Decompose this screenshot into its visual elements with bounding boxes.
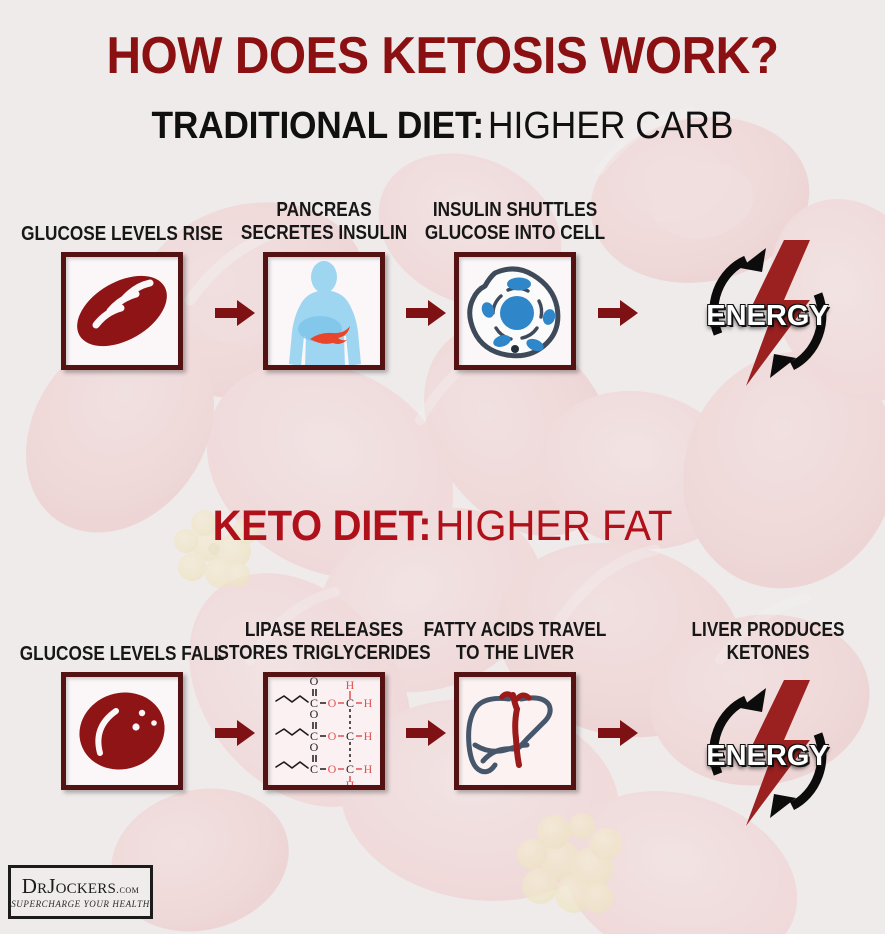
- icon-box-bread[interactable]: [61, 252, 183, 370]
- fat-droplet-icon: [79, 692, 165, 770]
- section-heading-keto: KETO DIET: HIGHER FAT: [31, 502, 854, 551]
- step-label-insulin-1: INSULIN SHUTTLES: [432, 199, 598, 221]
- flow-row-traditional: GLUCOSE LEVELS RISE PANCREAS SECRETES IN…: [0, 190, 885, 420]
- flow-arrow-1: [215, 300, 255, 326]
- brand-logo-name: DrJockers.com: [11, 874, 150, 899]
- svg-text:C: C: [310, 762, 318, 776]
- section-heading-traditional-light: HIGHER CARB: [487, 105, 734, 147]
- icon-box-cell[interactable]: [454, 252, 576, 370]
- flow-arrow-3: [598, 300, 638, 326]
- flow-arrow-4: [215, 720, 255, 746]
- brand-logo-tagline: SUPERCHARGE YOUR HEALTH: [11, 899, 150, 909]
- svg-text:H: H: [346, 778, 355, 785]
- svg-text:O: O: [328, 696, 337, 710]
- brand-logo[interactable]: DrJockers.com SUPERCHARGE YOUR HEALTH: [8, 865, 153, 919]
- svg-text:O: O: [310, 707, 319, 721]
- section-heading-traditional: TRADITIONAL DIET: HIGHER CARB: [31, 105, 854, 148]
- flow-arrow-5: [406, 720, 446, 746]
- svg-text:C: C: [346, 696, 354, 710]
- svg-text:O: O: [328, 729, 337, 743]
- step-label-liver-produces-1: LIVER PRODUCES: [691, 619, 844, 641]
- svg-text:H: H: [346, 678, 355, 692]
- step-label-liver-produces-2: KETONES: [726, 642, 809, 664]
- svg-text:O: O: [328, 762, 337, 776]
- liver-icon: [466, 691, 553, 775]
- section-heading-keto-bold: KETO DIET:: [212, 502, 432, 550]
- svg-text:C: C: [310, 729, 318, 743]
- step-label-pancreas-2: SECRETES INSULIN: [240, 222, 408, 244]
- step-label-lipase-1: LIPASE RELEASES: [244, 619, 404, 641]
- step-label-fatty-acids-2: TO THE LIVER: [455, 642, 575, 664]
- brand-logo-tld: .com: [116, 882, 140, 896]
- svg-text:H: H: [364, 696, 373, 710]
- pancreas-body-icon: [289, 261, 361, 365]
- flow-arrow-2: [406, 300, 446, 326]
- section-heading-traditional-bold: TRADITIONAL DIET:: [151, 105, 485, 147]
- brand-logo-dr: Dr: [21, 874, 48, 898]
- cell-icon: [467, 266, 561, 359]
- icon-box-liver[interactable]: [454, 672, 576, 790]
- icon-box-fat-droplet[interactable]: [61, 672, 183, 790]
- svg-text:H: H: [364, 762, 373, 776]
- icon-box-pancreas[interactable]: [263, 252, 385, 370]
- flow-row-keto: GLUCOSE LEVELS FALL LIPASE RELEASES STOR…: [0, 610, 885, 840]
- svg-text:O: O: [310, 677, 319, 688]
- brand-logo-jockers: Jockers: [47, 874, 117, 898]
- svg-text:C: C: [346, 762, 354, 776]
- svg-text:C: C: [310, 696, 318, 710]
- flow-arrow-6: [598, 720, 638, 746]
- step-label-insulin-2: GLUCOSE INTO CELL: [424, 222, 606, 244]
- section-heading-keto-light: HIGHER FAT: [435, 502, 673, 550]
- svg-text:C: C: [346, 729, 354, 743]
- energy-cycle-icon[interactable]: ENERGY: [688, 238, 848, 388]
- step-label-glucose-rise: GLUCOSE LEVELS RISE: [21, 223, 223, 245]
- energy-cycle-icon-keto[interactable]: ENERGY: [688, 678, 848, 828]
- step-label-glucose-fall: GLUCOSE LEVELS FALL: [19, 643, 225, 665]
- bread-loaf-icon: [77, 275, 167, 347]
- svg-text:H: H: [364, 729, 373, 743]
- page-title: HOW DOES KETOSIS WORK?: [106, 27, 779, 85]
- triglyceride-molecule-icon: OOO CCC OOO CCC: [275, 677, 373, 785]
- step-label-pancreas-1: PANCREAS: [276, 199, 372, 221]
- step-label-lipase-2: STORES TRIGLYCERIDES: [217, 642, 431, 664]
- svg-text:O: O: [310, 740, 319, 754]
- step-label-fatty-acids-1: FATTY ACIDS TRAVEL: [423, 619, 607, 641]
